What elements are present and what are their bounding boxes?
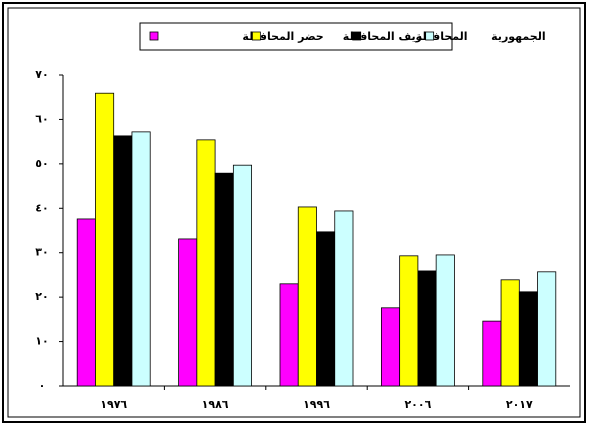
y-tick-label: ٠ bbox=[39, 379, 46, 392]
bar bbox=[178, 238, 198, 387]
y-tick-label: ٤٠ bbox=[35, 201, 48, 214]
bar bbox=[500, 279, 520, 387]
y-tick-label: ١٠ bbox=[35, 335, 48, 348]
legend-label: الجمهورية bbox=[491, 30, 546, 43]
bar bbox=[131, 131, 151, 387]
bar bbox=[297, 206, 317, 387]
bar bbox=[196, 139, 216, 387]
x-tick-label: ١٩٧٦ bbox=[100, 398, 127, 411]
legend-swatch bbox=[425, 31, 435, 41]
bar bbox=[537, 271, 557, 387]
bar bbox=[279, 283, 299, 387]
bar bbox=[482, 320, 502, 387]
x-tick-label: ١٩٨٦ bbox=[202, 398, 229, 411]
legend-label: ريف المحافظة bbox=[343, 30, 422, 43]
bar bbox=[380, 307, 401, 387]
y-tick-label: ٥٠ bbox=[35, 157, 48, 170]
y-tick-label: ٦٠ bbox=[35, 112, 48, 125]
y-tick-label: ٢٠ bbox=[35, 290, 48, 303]
legend-swatch bbox=[251, 31, 261, 41]
bar bbox=[95, 92, 115, 387]
legend-swatch bbox=[352, 31, 362, 41]
bar bbox=[334, 210, 354, 387]
legend-label: حضر المحافظة bbox=[242, 30, 323, 43]
bar bbox=[435, 254, 455, 387]
bar bbox=[113, 135, 133, 387]
bar bbox=[518, 291, 538, 387]
y-tick-label: ٣٠ bbox=[35, 246, 48, 259]
bar bbox=[232, 164, 253, 387]
bar bbox=[316, 231, 336, 387]
bar bbox=[214, 172, 234, 387]
legend-box bbox=[139, 22, 453, 51]
y-tick-label: ٧٠ bbox=[35, 68, 48, 81]
bar bbox=[417, 270, 437, 387]
x-tick-label: ٢٠١٧ bbox=[506, 398, 533, 411]
legend-swatch bbox=[149, 31, 159, 41]
bar bbox=[399, 255, 419, 387]
legend-label: المحافظة bbox=[416, 30, 468, 43]
x-tick-label: ٢٠٠٦ bbox=[404, 398, 431, 411]
bar bbox=[76, 218, 96, 387]
inner-frame bbox=[7, 7, 581, 418]
x-tick-label: ١٩٩٦ bbox=[303, 398, 330, 411]
